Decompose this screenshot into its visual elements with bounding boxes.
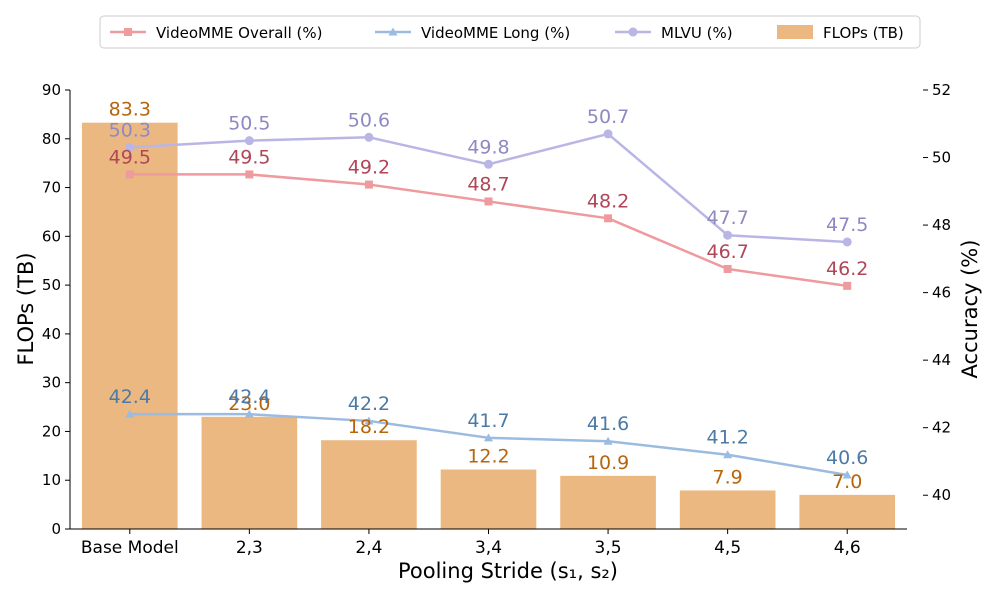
series-1-point-5 bbox=[723, 450, 733, 459]
series-2-label-2: 50.6 bbox=[348, 109, 390, 131]
series-2-point-5 bbox=[723, 230, 733, 240]
series-0-point-3 bbox=[484, 197, 493, 206]
y-axis-left-title: FLOPs (TB) bbox=[14, 252, 38, 365]
series-2-point-0 bbox=[125, 142, 135, 152]
y-left-tick-label-6: 60 bbox=[42, 227, 61, 245]
y-left-tick-label-7: 70 bbox=[42, 179, 61, 197]
series-0-label-3: 48.7 bbox=[467, 173, 509, 195]
y-left-tick-label-8: 80 bbox=[42, 130, 61, 148]
bar-0 bbox=[81, 122, 178, 529]
y-left-tick-label-3: 30 bbox=[42, 374, 61, 392]
y-right-tick-label-0: 40 bbox=[932, 486, 951, 504]
y-right-tick-label-4: 48 bbox=[932, 216, 951, 234]
y-right-tick-label-6: 52 bbox=[932, 81, 951, 99]
series-0-point-2 bbox=[364, 180, 373, 189]
bar-3 bbox=[440, 469, 537, 529]
series-2-label-0: 50.3 bbox=[109, 119, 151, 141]
series-0-point-0 bbox=[125, 170, 134, 179]
lines bbox=[125, 129, 852, 479]
series-0-point-6 bbox=[843, 281, 852, 290]
bar-label-2: 18.2 bbox=[348, 416, 390, 438]
bar-4 bbox=[560, 475, 656, 529]
series-2-label-1: 50.5 bbox=[228, 113, 270, 135]
series-2-point-4 bbox=[603, 129, 613, 139]
series-0-point-1 bbox=[245, 170, 254, 179]
data-labels: 83.3 23.0 18.2 12.2 10.9 7.9 7.0 49.5 49.5 49.2 48… bbox=[109, 99, 869, 493]
y-right-tick-label-5: 50 bbox=[932, 149, 951, 167]
x-tick-label-1: 2,3 bbox=[236, 538, 263, 558]
bar-label-6: 7.0 bbox=[832, 471, 862, 493]
y-right-tick-label-3: 46 bbox=[932, 284, 951, 302]
legend-marker-series-1 bbox=[388, 27, 398, 36]
y-left-tick-label-4: 40 bbox=[42, 325, 61, 343]
bar-2 bbox=[321, 440, 417, 529]
axes: 0 10 20 30 40 50 60 70 80 90 40 42 44 46 48 50 52 Base Mo… bbox=[42, 81, 951, 558]
legend-label-series-1: VideoMME Long (%) bbox=[421, 24, 570, 42]
y-left-tick-label-1: 10 bbox=[42, 471, 61, 489]
series-0-label-4: 48.2 bbox=[587, 190, 629, 212]
series-2-point-2 bbox=[364, 132, 374, 142]
x-tick-label-4: 3,5 bbox=[595, 538, 622, 558]
x-tick-label-2: 2,4 bbox=[355, 538, 382, 558]
series-1-point-4 bbox=[603, 436, 613, 445]
series-1-point-3 bbox=[484, 433, 493, 442]
series-1-label-4: 41.6 bbox=[587, 413, 629, 435]
series-2-label-5: 47.7 bbox=[706, 207, 748, 229]
series-2-label-3: 49.8 bbox=[467, 136, 509, 158]
series-0-label-6: 46.2 bbox=[826, 258, 868, 280]
y-left-tick-label-5: 50 bbox=[42, 276, 61, 294]
legend-label-series-2: MLVU (%) bbox=[661, 24, 733, 42]
y-right-tick-label-1: 42 bbox=[932, 419, 951, 437]
series-1-point-2 bbox=[364, 416, 374, 425]
series-1-label-6: 40.6 bbox=[826, 447, 868, 469]
bar-label-0: 83.3 bbox=[109, 99, 151, 121]
bar-label-4: 10.9 bbox=[587, 452, 629, 474]
bar-5 bbox=[679, 490, 776, 529]
x-axis-title: Pooling Stride (s₁, s₂) bbox=[398, 559, 618, 583]
bar-label-3: 12.2 bbox=[467, 445, 509, 467]
series-2-point-3 bbox=[484, 159, 493, 169]
series-2-label-4: 50.7 bbox=[587, 106, 629, 128]
legend-label-series-0: VideoMME Overall (%) bbox=[156, 24, 323, 42]
series-0-label-2: 49.2 bbox=[348, 157, 390, 179]
y-left-tick-label-2: 20 bbox=[42, 422, 61, 440]
legend-label-bars: FLOPs (TB) bbox=[823, 24, 904, 42]
y-left-tick-label-0: 0 bbox=[51, 520, 61, 538]
series-1-point-1 bbox=[244, 409, 254, 418]
series-1-label-2: 42.2 bbox=[348, 393, 390, 415]
y-left-tick-label-9: 90 bbox=[42, 81, 61, 99]
bar-label-1: 23.0 bbox=[228, 393, 270, 415]
x-tick-label-0: Base Model bbox=[81, 538, 179, 558]
bar-6 bbox=[799, 494, 896, 529]
series-0-label-1: 49.5 bbox=[228, 146, 270, 168]
series-1-point-0 bbox=[125, 409, 135, 418]
series-2-label-6: 47.5 bbox=[826, 214, 868, 236]
bar-1 bbox=[201, 416, 298, 529]
series-1-label-5: 41.2 bbox=[706, 427, 748, 449]
y-right-tick-label-2: 44 bbox=[932, 351, 951, 369]
series-0-point-5 bbox=[723, 264, 732, 273]
x-tick-label-6: 4,6 bbox=[834, 538, 861, 558]
legend-handle-bars bbox=[777, 25, 813, 39]
bars bbox=[81, 122, 896, 529]
legend: VideoMME Overall (%) VideoMME Long (%) M… bbox=[99, 15, 921, 49]
series-0-label-0: 49.5 bbox=[109, 146, 151, 168]
series-2-point-1 bbox=[244, 136, 254, 146]
series-1-point-6 bbox=[842, 470, 852, 479]
series-1-label-1: 42.4 bbox=[228, 386, 270, 408]
x-tick-label-3: 3,4 bbox=[475, 538, 502, 558]
legend-frame bbox=[99, 15, 921, 49]
series-0-point-4 bbox=[604, 214, 613, 223]
series-1-label-3: 41.7 bbox=[467, 410, 509, 432]
x-tick-label-5: 4,5 bbox=[714, 538, 741, 558]
legend-marker-series-2 bbox=[628, 27, 638, 37]
series-0-label-5: 46.7 bbox=[706, 241, 748, 263]
series-1-label-0: 42.4 bbox=[109, 386, 151, 408]
y-axis-right-title: Accuracy (%) bbox=[958, 240, 982, 379]
series-2-point-6 bbox=[842, 237, 852, 247]
bar-label-5: 7.9 bbox=[713, 466, 743, 488]
legend-marker-series-0 bbox=[124, 28, 132, 36]
